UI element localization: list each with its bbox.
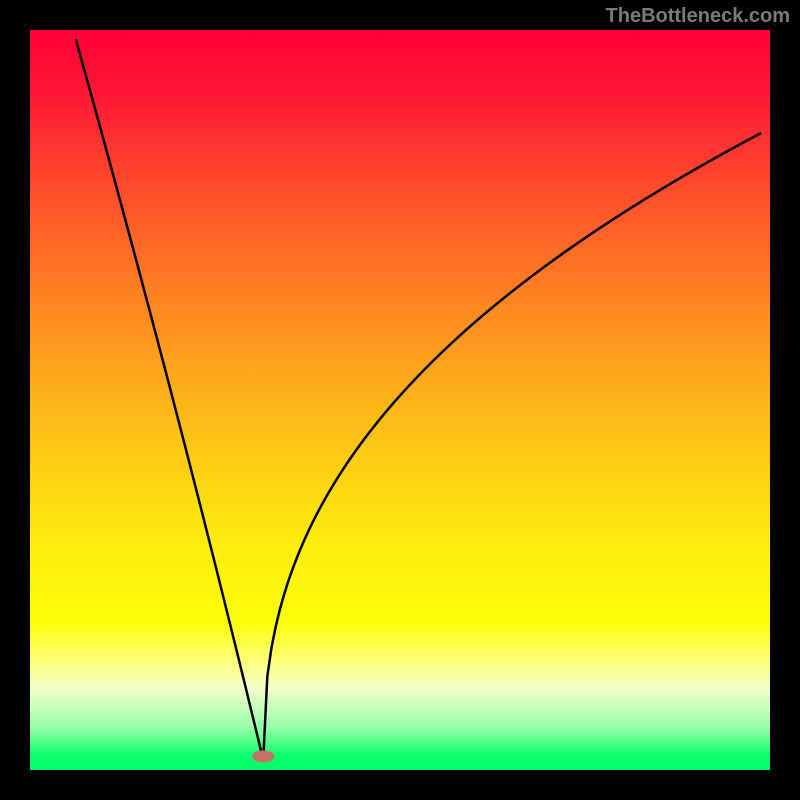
watermark-text: TheBottleneck.com <box>606 5 790 27</box>
chart-svg: TheBottleneck.com <box>0 0 800 800</box>
chart-frame: TheBottleneck.com <box>0 0 800 800</box>
plot-background <box>30 30 770 770</box>
valley-marker <box>252 750 274 762</box>
